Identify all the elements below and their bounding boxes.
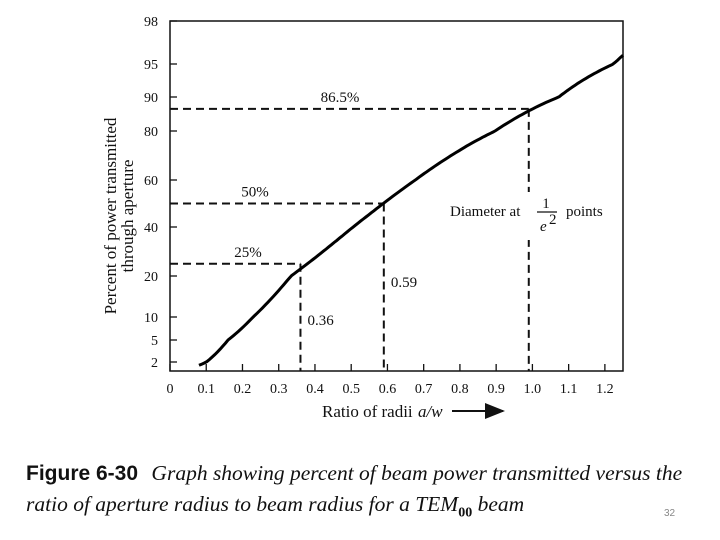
y-tick-label: 20 [144,270,158,285]
annotation-fraction-denominator: e [540,219,547,235]
x-tick-label: 0.4 [306,382,324,397]
y-axis-label-line2: through aperture [118,160,137,273]
y-tick-label: 95 [144,58,158,73]
x-tick-label: 0 [167,382,174,397]
y-tick-label: 90 [144,91,158,106]
x-tick-label: 0.9 [487,382,505,397]
annotation-fraction-numerator: 1 [542,196,550,212]
y-tick-label: 10 [144,311,158,326]
x-tick-label: 0.6 [379,382,397,397]
y-tick-label: 40 [144,221,158,236]
figure-label: Figure 6-30 [26,462,139,485]
reference-x-label: 0.59 [391,275,417,291]
y-tick-label: 98 [144,15,158,30]
y-tick-label: 5 [151,334,158,349]
y-tick-label: 2 [151,356,158,371]
y-tick-label: 60 [144,174,158,189]
x-tick-label: 0.8 [451,382,469,397]
x-tick-label: 0.2 [234,382,252,397]
caption-math: TEM00 [415,492,472,520]
plot-frame [169,20,624,372]
annotation-suffix: points [566,204,603,220]
caption-math-main: TEM [415,492,459,516]
x-tick-label: 0.3 [270,382,288,397]
reference-percent-label: 86.5% [321,90,360,106]
series-line [198,54,624,367]
caption-math-subscript: 00 [458,505,473,521]
x-axis-label-math: a/w [418,402,443,421]
caption-text: Graph showing percent of beam power tran… [26,461,683,516]
annotation-fraction-exponent: 2 [549,212,557,228]
y-tick-label: 80 [144,125,158,140]
x-tick-label: 0.7 [415,382,433,397]
x-tick-label: 1.0 [524,382,542,397]
annotation: Diameter at 1 e 2 points [448,192,612,240]
x-tick-label: 0.1 [197,382,215,397]
reference-percent-label: 25% [234,245,262,261]
reference-percent-label: 50% [241,185,269,201]
figure-caption: Figure 6-30 Graph showing percent of bea… [26,458,706,528]
slide-number: 32 [664,508,676,519]
y-axis-label-line1: Percent of power transmitted [101,117,120,314]
annotation-prefix: Diameter at [450,204,521,220]
reference-x-label: 0.36 [307,313,334,329]
chart: 0 0.1 0.2 0.3 0.4 0.5 0.6 0.7 0.8 0.9 1.0 1.1 1.2 25… [101,15,624,421]
x-tick-label: 1.1 [560,382,578,397]
x-tick-label: 1.2 [596,382,614,397]
caption-end: beam [477,492,525,516]
x-axis-label: Ratio of radii [322,402,413,421]
x-tick-label: 0.5 [342,382,360,397]
